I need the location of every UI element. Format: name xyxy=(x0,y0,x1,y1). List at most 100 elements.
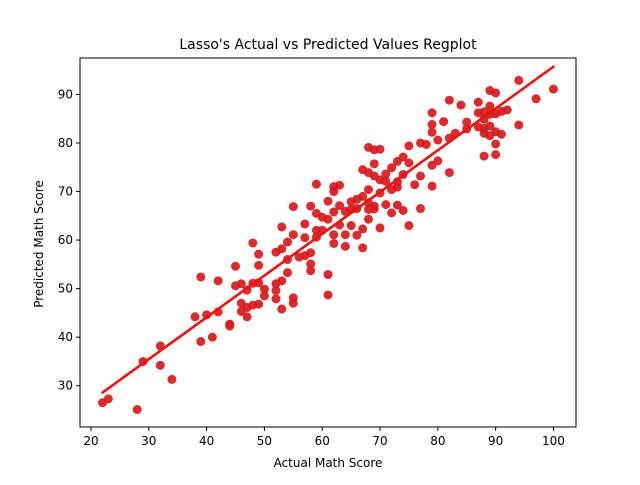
data-point xyxy=(358,191,368,201)
data-point xyxy=(132,405,142,415)
plot-frame xyxy=(79,57,577,428)
data-point xyxy=(548,84,558,94)
data-point xyxy=(254,249,264,259)
x-tick-label: 20 xyxy=(83,434,98,448)
y-tick-label: 90 xyxy=(58,87,73,101)
data-point xyxy=(392,200,402,210)
data-point xyxy=(479,151,489,161)
data-point xyxy=(491,88,501,98)
data-point xyxy=(514,120,524,130)
data-point xyxy=(323,270,333,280)
data-point xyxy=(404,158,414,168)
data-point xyxy=(190,312,200,322)
data-point xyxy=(427,127,437,137)
data-point xyxy=(415,171,425,181)
data-point xyxy=(404,221,414,231)
regression-line-layer xyxy=(101,65,555,394)
data-point xyxy=(363,185,373,195)
data-point xyxy=(392,182,402,192)
data-point xyxy=(421,139,431,149)
data-point xyxy=(433,135,443,145)
data-point xyxy=(103,394,113,404)
data-point xyxy=(352,230,362,240)
data-point xyxy=(340,241,350,251)
data-point xyxy=(335,180,345,190)
data-point xyxy=(300,233,310,243)
x-axis-ticks: 20 30 40 50 60 70 80 90 100 xyxy=(83,427,565,448)
y-axis-ticks: 30 40 50 60 70 80 90 xyxy=(58,87,80,393)
data-point xyxy=(283,237,293,247)
data-point xyxy=(398,205,408,215)
data-point xyxy=(207,332,217,342)
data-point xyxy=(456,100,466,110)
data-point xyxy=(155,360,165,370)
data-point xyxy=(213,276,223,286)
axes-frame xyxy=(79,57,577,428)
data-point xyxy=(404,141,414,151)
data-point xyxy=(254,299,264,309)
data-point xyxy=(427,108,437,118)
data-point xyxy=(473,97,483,107)
data-point xyxy=(485,101,495,111)
data-point xyxy=(323,196,333,206)
y-tick-label: 40 xyxy=(58,330,73,344)
data-point xyxy=(323,290,333,300)
data-point xyxy=(271,294,281,304)
data-point xyxy=(444,95,454,105)
data-point xyxy=(288,230,298,240)
x-tick-label: 30 xyxy=(141,434,156,448)
data-point xyxy=(196,272,206,282)
data-point xyxy=(358,224,368,234)
data-point xyxy=(196,337,206,347)
y-tick-label: 50 xyxy=(58,282,73,296)
data-point xyxy=(369,159,379,169)
data-point xyxy=(375,144,385,154)
data-point xyxy=(288,298,298,308)
y-tick-label: 80 xyxy=(58,136,73,150)
data-point xyxy=(277,304,287,314)
data-point xyxy=(439,117,449,127)
data-point xyxy=(306,266,316,276)
data-point xyxy=(427,181,437,191)
data-point xyxy=(311,179,321,189)
data-point xyxy=(363,214,373,224)
data-point xyxy=(531,94,541,104)
data-point xyxy=(242,312,252,322)
data-point xyxy=(277,244,287,254)
data-point xyxy=(381,169,391,179)
data-point xyxy=(254,260,264,270)
data-point xyxy=(398,152,408,162)
data-point xyxy=(329,187,339,197)
data-point xyxy=(410,180,420,190)
data-point xyxy=(259,291,269,301)
data-point xyxy=(329,207,339,217)
data-point xyxy=(306,259,316,269)
data-point xyxy=(323,214,333,224)
data-point xyxy=(259,284,269,294)
data-point xyxy=(306,248,316,258)
y-tick-label: 30 xyxy=(58,379,73,393)
x-tick-label: 90 xyxy=(488,434,503,448)
data-point xyxy=(491,139,501,149)
points-layer xyxy=(98,75,558,415)
data-point xyxy=(375,223,385,233)
data-point xyxy=(300,219,310,229)
x-tick-label: 80 xyxy=(430,434,445,448)
data-point xyxy=(502,105,512,115)
data-point xyxy=(381,200,391,210)
data-point xyxy=(415,204,425,214)
data-point xyxy=(358,243,368,253)
data-point xyxy=(427,120,437,130)
y-axis-label: Predicted Math Score xyxy=(32,180,46,308)
data-point xyxy=(288,202,298,212)
data-point xyxy=(329,238,339,248)
x-tick-label: 40 xyxy=(199,434,214,448)
data-point xyxy=(444,168,454,178)
data-point xyxy=(514,75,524,85)
x-tick-label: 60 xyxy=(315,434,330,448)
data-point xyxy=(433,156,443,166)
x-tick-label: 50 xyxy=(257,434,272,448)
x-tick-label: 100 xyxy=(542,434,565,448)
